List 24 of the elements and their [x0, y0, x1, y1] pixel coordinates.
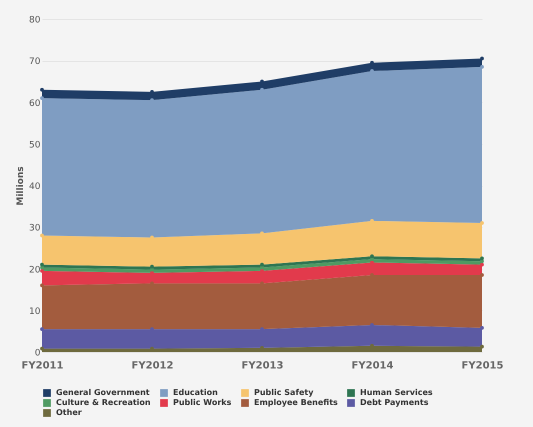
y-tick-label: 20	[29, 265, 41, 276]
y-tick-label: 60	[29, 98, 41, 109]
legend-label: Debt Payments	[360, 398, 429, 407]
y-tick-label: 40	[29, 182, 41, 192]
y-tick-label: 30	[29, 224, 41, 234]
x-tick-label: FY2011	[22, 360, 64, 372]
legend-label: Education	[173, 388, 218, 397]
x-tick-label: FY2012	[132, 360, 174, 372]
legend-label: Human Services	[360, 388, 433, 397]
y-axis-title: Millions	[16, 166, 26, 206]
legend-label: Other	[56, 408, 82, 417]
legend-label: Culture & Recreation	[56, 398, 151, 407]
x-tick-label: FY2014	[352, 360, 394, 372]
x-tick-label: FY2013	[242, 360, 284, 372]
legend-label: Public Safety	[254, 388, 314, 397]
y-tick-label: 80	[29, 16, 41, 26]
legend-label: Public Works	[173, 398, 232, 407]
y-tick-label: 10	[29, 306, 41, 317]
y-tick-label: 70	[29, 57, 41, 68]
x-tick-label: FY2015	[462, 360, 504, 372]
legend-label: General Government	[56, 388, 150, 397]
y-tick-label: 0	[34, 348, 41, 358]
legend-label: Employee Benefits	[254, 398, 338, 407]
y-tick-label: 50	[29, 140, 41, 150]
